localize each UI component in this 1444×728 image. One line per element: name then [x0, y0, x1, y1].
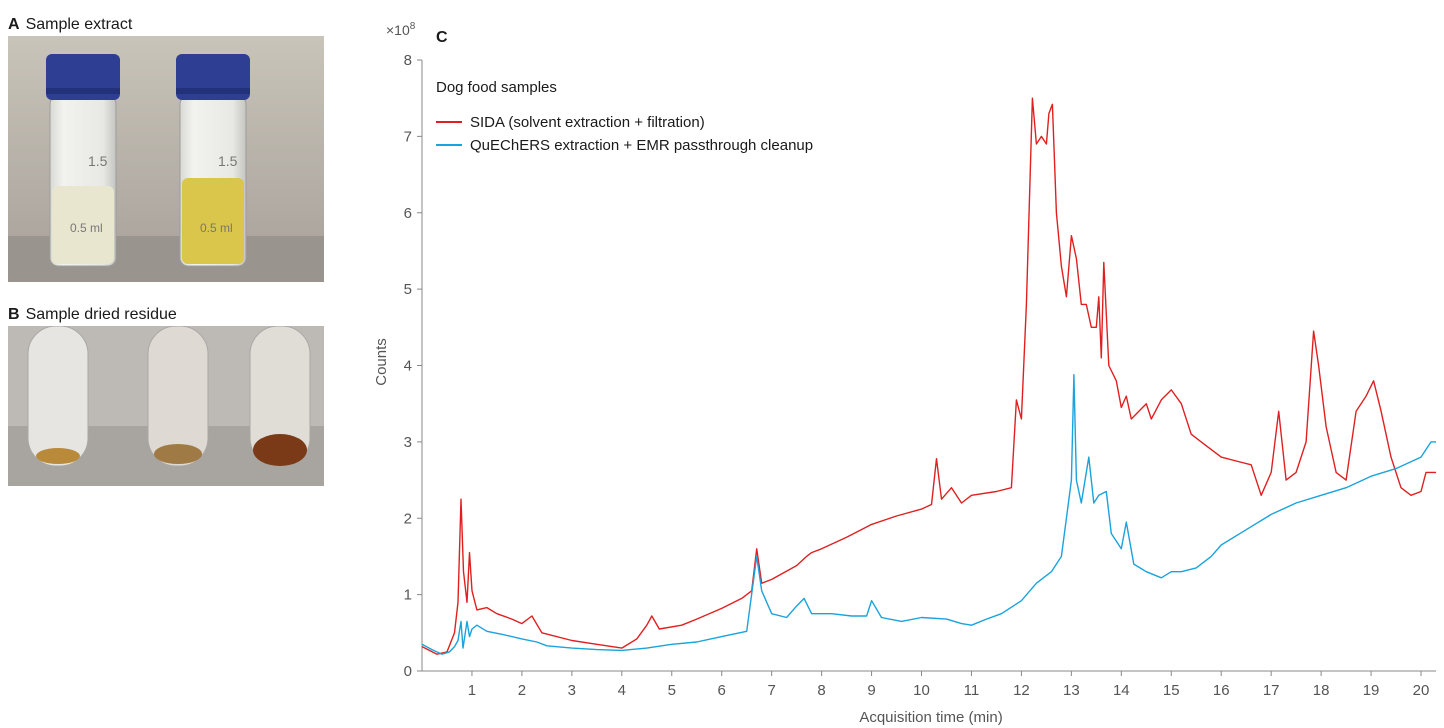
- y-tick-label: 0: [404, 663, 412, 680]
- residue-1: [36, 448, 80, 464]
- x-tick-label: 1: [468, 682, 476, 699]
- legend-label-sida: SIDA (solvent extraction + filtration): [470, 114, 705, 131]
- x-tick-label: 3: [568, 682, 576, 699]
- y-tick-label: 7: [404, 128, 412, 145]
- x-tick-label: 20: [1413, 682, 1430, 699]
- x-tick-label: 8: [817, 682, 825, 699]
- y-tick-label: 3: [404, 434, 412, 451]
- residue-2: [154, 444, 202, 464]
- panel-a-label: A Sample extract: [8, 16, 132, 34]
- series-group: [421, 97, 1436, 655]
- y-tick-label: 2: [404, 510, 412, 527]
- x-tick-label: 15: [1163, 682, 1180, 699]
- y-tick-label: 5: [404, 281, 412, 298]
- x-tick-label: 5: [668, 682, 676, 699]
- panel-b-letter: B: [8, 306, 20, 323]
- x-tick-label: 14: [1113, 682, 1130, 699]
- panel-b-label: B Sample dried residue: [8, 306, 177, 324]
- x-tick-label: 7: [767, 682, 775, 699]
- series-line-quechers: [421, 374, 1436, 655]
- series-line-sida: [421, 97, 1436, 655]
- legend: Dog food samples SIDA (solvent extractio…: [436, 79, 813, 154]
- x-tick-label: 4: [618, 682, 626, 699]
- dried-residue-photo: [8, 326, 324, 486]
- y-tick-label: 8: [404, 52, 412, 69]
- y-multiplier: ×108: [386, 21, 416, 38]
- y-axis-title: Counts: [373, 338, 390, 386]
- panel-c-letter: C: [436, 29, 448, 46]
- vial-clear: 1.5 0.5 ml: [46, 54, 120, 267]
- x-ticks: 1 2 3 4 5 6 7 8 9 10 11 12 13 14 15 16 17 18 19 20: [468, 671, 1430, 699]
- panel-b-title: Sample dried residue: [25, 306, 177, 323]
- residue-3: [253, 434, 307, 466]
- x-tick-label: 16: [1213, 682, 1230, 699]
- vial-2-mark-bottom: 0.5 ml: [200, 221, 233, 235]
- legend-label-quechers: QuEChERS extraction + EMR passthrough cl…: [470, 137, 813, 154]
- panel-a-title: Sample extract: [25, 16, 133, 33]
- vial-2-mark-top: 1.5: [218, 153, 238, 169]
- x-tick-label: 13: [1063, 682, 1080, 699]
- vial-1-mark-bottom: 0.5 ml: [70, 221, 103, 235]
- vial-1-mark-top: 1.5: [88, 153, 108, 169]
- vial-yellow: 1.5 0.5 ml: [176, 54, 250, 267]
- panel-a-letter: A: [8, 16, 20, 33]
- x-tick-label: 17: [1263, 682, 1280, 699]
- x-tick-label: 6: [718, 682, 726, 699]
- x-tick-label: 10: [913, 682, 930, 699]
- x-tick-label: 11: [964, 682, 980, 699]
- x-tick-label: 12: [1013, 682, 1030, 699]
- y-tick-label: 6: [404, 205, 412, 222]
- y-tick-label: 4: [404, 358, 412, 375]
- sample-extract-photo: 1.5 0.5 ml 1.5 0.5 ml: [8, 36, 324, 282]
- x-axis-title: Acquisition time (min): [859, 709, 1002, 726]
- x-tick-label: 18: [1313, 682, 1330, 699]
- y-tick-label: 1: [404, 587, 412, 604]
- y-ticks: 0 1 2 3 4 5 6 7 8: [404, 52, 422, 680]
- x-tick-label: 2: [518, 682, 526, 699]
- x-tick-label: 9: [867, 682, 875, 699]
- x-tick-label: 19: [1363, 682, 1380, 699]
- legend-title: Dog food samples: [436, 79, 557, 96]
